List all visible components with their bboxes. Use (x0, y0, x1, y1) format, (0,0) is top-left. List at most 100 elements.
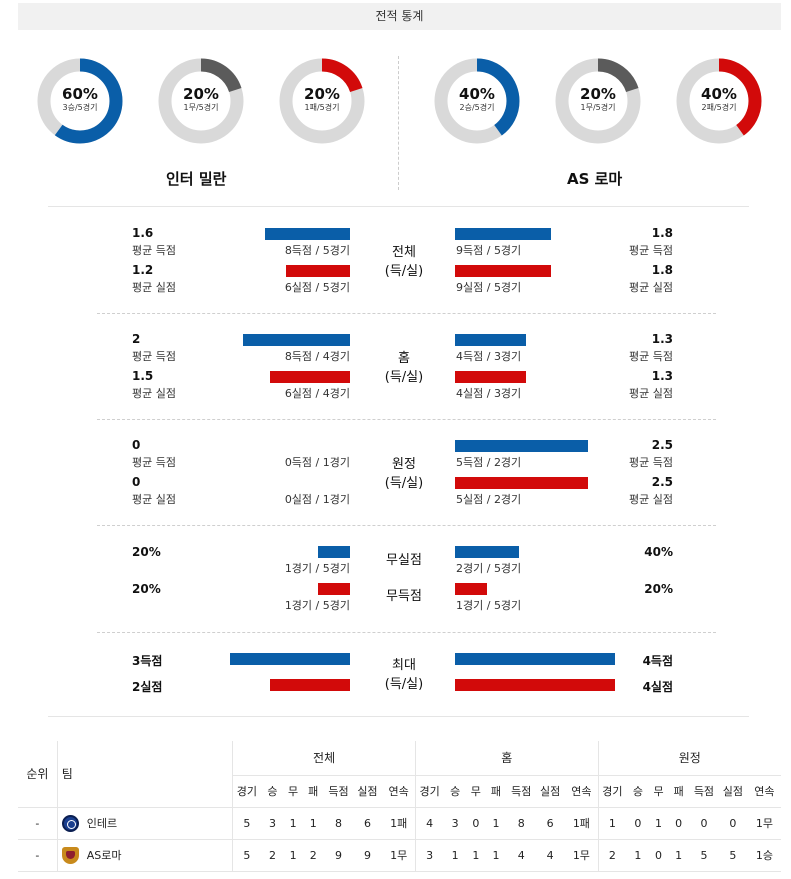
home-no-goal-pct: 20% (132, 582, 161, 596)
standings-table: 순위 팀 전체 홈 원정 경기 승 무 패 득점 실점 연속 경기 승 무 패 득점 실점 연속 경기 승 무 패… (18, 741, 781, 872)
away-avg-conceded: 1.8 (651, 263, 673, 277)
away-avg-conceded-label: 평균 실점 (629, 281, 673, 294)
home-conceded-bar (270, 371, 350, 383)
stat-cell: 5 (232, 839, 261, 872)
home-nogoal-caption: 1경기 / 5경기 (284, 599, 350, 612)
donut-percent: 20% (183, 85, 219, 103)
col-header: 실점 (717, 775, 748, 808)
stat-cell: 4 (535, 839, 566, 872)
stat-cell: 5 (232, 807, 261, 840)
stat-cell: 0 (690, 807, 718, 840)
stat-cell: 4 (507, 839, 536, 872)
col-rank-header: 순위 (18, 741, 58, 808)
home-avg-conceded: 0 (132, 475, 141, 489)
stat-cell: 1 (301, 807, 325, 840)
section-title-max: 최대 (392, 658, 416, 673)
away-conceded-caption: 4실점 / 3경기 (456, 387, 522, 400)
col-header: 승 (260, 775, 285, 808)
col-header: 경기 (232, 775, 261, 808)
stat-cell: 2 (597, 839, 627, 872)
home-avg-scored: 0 (132, 438, 141, 452)
home-conceded-bar (286, 265, 350, 277)
col-header: 연속 (382, 775, 416, 808)
donut-percent: 60% (62, 85, 98, 103)
stat-cell: 5 (717, 839, 748, 872)
donut-caption: 2패/5경기 (701, 103, 737, 112)
home-avg-scored: 1.6 (132, 226, 154, 240)
team-cell[interactable]: 인테르 (56, 807, 233, 840)
table-row: - AS로마 5 2 1 2 9 9 1무 3 1 1 1 4 4 1무 2 1 0 1 5 5 1승 (18, 839, 781, 872)
away-avg-scored: 2.5 (651, 438, 673, 452)
home-win-donut: 60% 3승/5경기 (37, 58, 123, 144)
group-header-away: 원정 (597, 741, 781, 776)
away-avg-conceded: 2.5 (651, 475, 673, 489)
away-max-scored: 4득점 (642, 654, 673, 668)
col-header: 실점 (352, 775, 383, 808)
away-scored-caption: 5득점 / 2경기 (456, 456, 522, 469)
stat-cell: 1무 (382, 839, 416, 872)
stat-cell: 1무 (565, 839, 599, 872)
away-conceded-caption: 5실점 / 2경기 (456, 493, 522, 506)
stat-cell: 5 (690, 839, 718, 872)
donut-arc (37, 58, 123, 144)
away-win-donut: 40% 2승/5경기 (434, 58, 520, 144)
home-max-conceded: 2실점 (132, 680, 163, 694)
away-avg-scored: 1.3 (651, 332, 673, 346)
rank-cell: - (18, 807, 58, 840)
away-avg-scored-label: 평균 득점 (629, 456, 673, 469)
home-avg-conceded-label: 평균 실점 (132, 387, 176, 400)
stat-cell: 2 (301, 839, 325, 872)
inter-crest-icon (61, 814, 79, 832)
divider (48, 206, 749, 207)
col-header: 패 (301, 775, 325, 808)
donut-ring (37, 58, 123, 144)
stat-cell: 4 (414, 807, 444, 840)
rank-cell: - (18, 839, 58, 872)
stat-cell: 1 (284, 807, 302, 840)
col-header: 무 (649, 775, 668, 808)
stat-cell: 1 (484, 839, 508, 872)
home-scored-bar (265, 228, 350, 240)
stat-cell: 1 (626, 839, 650, 872)
home-conceded-caption: 6실점 / 5경기 (284, 281, 350, 294)
away-max-conceded: 4실점 (642, 680, 673, 694)
col-header: 실점 (535, 775, 566, 808)
stat-cell: 8 (324, 807, 353, 840)
donut-percent: 40% (701, 85, 737, 103)
away-nogoal-bar (455, 583, 487, 595)
donut-percent: 20% (580, 85, 616, 103)
divider (97, 419, 716, 420)
donut-caption: 3승/5경기 (62, 103, 98, 112)
section-title-nogoal: 무득점 (386, 589, 422, 604)
away-max-scored-bar (455, 653, 615, 665)
divider (97, 313, 716, 314)
donut-ring (434, 58, 520, 144)
col-header: 패 (667, 775, 690, 808)
group-header-home: 홈 (414, 741, 599, 776)
home-max-scored: 3득점 (132, 654, 163, 668)
home-scored-caption: 8득점 / 5경기 (284, 244, 350, 257)
away-avg-conceded-label: 평균 실점 (629, 387, 673, 400)
section-title-away: 원정 (392, 457, 416, 472)
team-link[interactable]: 인테르 (61, 814, 233, 832)
stat-cell: 3 (443, 807, 468, 840)
donut-arc (555, 58, 641, 144)
home-scored-caption: 0득점 / 1경기 (284, 456, 350, 469)
away-avg-scored: 1.8 (651, 226, 673, 240)
away-scored-caption: 4득점 / 3경기 (456, 350, 522, 363)
stat-cell: 1승 (747, 839, 781, 872)
away-avg-conceded-label: 평균 실점 (629, 493, 673, 506)
away-avg-scored-label: 평균 득점 (629, 350, 673, 363)
col-header: 경기 (597, 775, 627, 808)
team-link[interactable]: AS로마 (61, 846, 233, 864)
home-conceded-caption: 6실점 / 4경기 (284, 387, 350, 400)
stat-cell: 0 (626, 807, 650, 840)
home-avg-scored-label: 평균 득점 (132, 244, 176, 257)
team-cell[interactable]: AS로마 (56, 839, 233, 872)
section-subtitle-home: (득/실) (384, 370, 424, 385)
stat-cell: 6 (535, 807, 566, 840)
stat-cell: 0 (649, 839, 668, 872)
home-draw-donut: 20% 1무/5경기 (158, 58, 244, 144)
stat-cell: 9 (352, 839, 383, 872)
col-header: 득점 (690, 775, 718, 808)
